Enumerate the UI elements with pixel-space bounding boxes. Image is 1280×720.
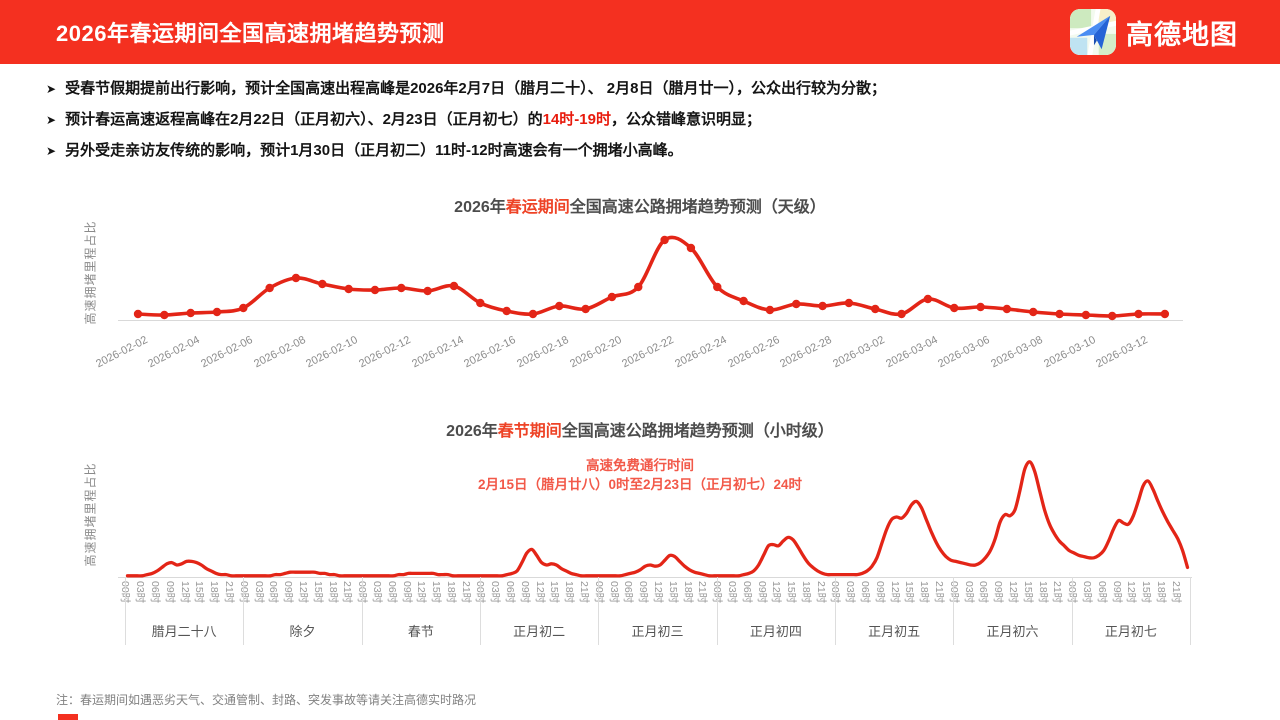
arrow-icon: ➤ <box>46 82 57 96</box>
date-tick-label: 2026-02-14 <box>409 334 466 371</box>
footer-note: 注：春运期间如遇恶劣天气、交通管制、封路、突发事故等请关注高德实时路况 <box>56 693 477 707</box>
day-label: 春节 <box>407 624 434 639</box>
bullet-list: ➤ 受春节假期提前出行影响，预计全国高速出程高峰是2026年2月7日（腊月二十）… <box>46 78 886 171</box>
arrow-icon: ➤ <box>46 113 57 127</box>
day-divider <box>835 577 836 645</box>
day-label: 正月初三 <box>631 624 684 639</box>
bullet-item-3: ➤ 另外受走亲访友传统的影响，预计1月30日（正月初二）11时-12时高速会有一… <box>46 140 886 162</box>
chart2-day-axis: 腊月二十八 除夕 春节 正月初二 正月初三 正月初四 正月初五 正月初六 正月初七 <box>0 621 1280 643</box>
annotation-line-1: 高速免费通行时间 <box>586 458 694 473</box>
bullet-item-1: ➤ 受春节假期提前出行影响，预计全国高速出程高峰是2026年2月7日（腊月二十）… <box>46 78 886 100</box>
date-tick-label: 2026-03-04 <box>883 334 940 371</box>
amap-logo-icon <box>1070 9 1116 55</box>
date-tick-label: 2026-02-18 <box>515 334 571 371</box>
chart1-x-axis: 2026-02-02 2026-02-04 2026-02-06 2026-02-08… <box>0 326 1280 386</box>
date-tick-label: 2026-02-06 <box>199 334 255 371</box>
date-tick-label: 2026-03-06 <box>936 334 993 371</box>
date-tick-label: 2026-02-24 <box>673 334 729 371</box>
day-label: 正月初五 <box>868 624 921 639</box>
arrow-icon: ➤ <box>46 144 57 158</box>
day-label: 正月初七 <box>1104 624 1157 639</box>
date-tick-label: 2026-03-08 <box>989 334 1045 371</box>
day-label: 除夕 <box>289 624 316 639</box>
day-label: 正月初二 <box>513 624 566 639</box>
brand-logo: 高德地图 <box>1070 9 1238 55</box>
date-tick-label: 2026-02-22 <box>620 334 677 371</box>
date-tick-label: 2026-02-26 <box>725 334 782 371</box>
date-tick-label: 2026-02-28 <box>778 334 835 371</box>
highlight-time-range: 14时-19时 <box>542 111 611 128</box>
chart1-y-axis-label: 高速拥堵里程占比 <box>83 220 98 325</box>
day-divider <box>125 577 126 645</box>
bullet-text: 另外受走亲访友传统的影响，预计1月30日（正月初二）11时-12时高速会有一个拥… <box>65 142 683 159</box>
day-label: 正月初四 <box>749 624 802 639</box>
date-tick-label: 2026-02-12 <box>357 334 413 371</box>
day-divider <box>1071 577 1073 645</box>
header: 2026年春运期间全国高速拥堵趋势预测 <box>0 0 1280 64</box>
day-label: 腊月二十八 <box>151 624 217 639</box>
bullet-text: 受春节假期提前出行影响，预计全国高速出程高峰是2026年2月7日（腊月二十）、 … <box>65 80 886 97</box>
date-tick-label: 2026-03-02 <box>831 334 887 371</box>
brand-name: 高德地图 <box>1126 19 1238 50</box>
chart2-y-axis-label: 高速拥堵里程占比 <box>83 462 98 567</box>
day-divider <box>716 577 718 645</box>
bullet-item-2: ➤ 预计春运高速返程高峰在2月22日（正月初六）、2月23日（正月初七）的14时… <box>46 109 886 131</box>
date-tick-label: 2026-02-16 <box>462 334 519 371</box>
chart1-line-daily <box>118 235 1183 321</box>
date-tick-label: 2026-03-12 <box>1094 334 1150 371</box>
day-divider <box>598 577 600 645</box>
date-tick-label: 2026-02-04 <box>146 334 203 371</box>
annotation-line-2: 2月15日（腊月廿八）0时至2月23日（正月初七）24时 <box>477 477 803 492</box>
day-divider <box>243 577 245 645</box>
free-toll-annotation: 高速免费通行时间 2月15日（腊月廿八）0时至2月23日（正月初七）24时 <box>0 456 1280 494</box>
page-title: 2026年春运期间全国高速拥堵趋势预测 <box>56 21 445 46</box>
chart1-title: 2026年春运期间全国高速公路拥堵趋势预测（天级） <box>454 199 826 216</box>
date-tick-label: 2026-02-20 <box>567 334 624 371</box>
bullet-text: 预计春运高速返程高峰在2月22日（正月初六）、2月23日（正月初七）的14时-1… <box>65 111 762 128</box>
date-tick-label: 2026-02-02 <box>93 334 150 371</box>
chart2-title: 2026年春节期间全国高速公路拥堵趋势预测（小时级） <box>446 423 834 440</box>
page-marker <box>58 714 78 720</box>
day-label: 正月初六 <box>986 624 1039 639</box>
day-divider <box>480 577 481 645</box>
date-tick-label: 2026-03-10 <box>1041 334 1098 371</box>
date-tick-label: 2026-02-08 <box>251 334 308 371</box>
chart2-day-dividers <box>0 577 1280 645</box>
date-tick-label: 2026-02-10 <box>304 334 361 371</box>
day-divider <box>953 577 955 645</box>
day-divider <box>361 577 363 645</box>
day-divider <box>1190 577 1191 645</box>
